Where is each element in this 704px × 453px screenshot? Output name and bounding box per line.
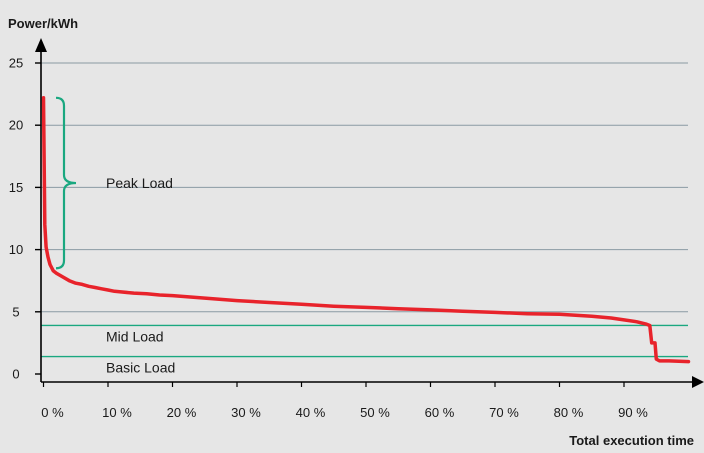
x-tick-label-1: 10 % <box>102 405 132 420</box>
y-tick-label-1: 5 <box>12 304 19 319</box>
y-axis-title: Power/kWh <box>8 16 78 31</box>
x-axis-arrow <box>692 376 704 388</box>
y-tick-label-3: 15 <box>9 180 23 195</box>
x-tick-label-8: 80 % <box>554 405 584 420</box>
x-axis-title: Total execution time <box>569 433 694 448</box>
brace-label: Peak Load <box>106 175 173 191</box>
y-tick-label-5: 25 <box>9 56 23 71</box>
y-tick-label-4: 20 <box>9 118 23 133</box>
tick-labels: 0 5 10 15 20 25 0 % 10 % 20 % 30 % 40 % 50 % 60 % 70 … <box>9 56 648 421</box>
x-tick-label-9: 90 % <box>618 405 648 420</box>
gridlines <box>41 62 688 313</box>
x-tick-label-2: 20 % <box>167 405 197 420</box>
brace-path <box>55 96 77 270</box>
x-tick-label-3: 30 % <box>231 405 261 420</box>
axes <box>35 38 704 388</box>
ref-label-1: Basic Load <box>106 360 175 376</box>
peak-load-brace: Peak Load <box>55 96 173 270</box>
y-tick-label-0: 0 <box>12 367 19 382</box>
series-line-0 <box>41 96 691 364</box>
load-lines: Mid Load Basic Load <box>41 324 688 376</box>
power-series <box>41 96 691 364</box>
x-tick-label-0: 0 % <box>41 405 64 420</box>
x-tick-label-4: 40 % <box>296 405 326 420</box>
y-axis-arrow <box>35 38 47 52</box>
x-tick-label-5: 50 % <box>360 405 390 420</box>
x-tick-label-7: 70 % <box>489 405 519 420</box>
y-tick-label-2: 10 <box>9 242 23 257</box>
x-tick-label-6: 60 % <box>425 405 455 420</box>
ref-label-0: Mid Load <box>106 328 164 344</box>
